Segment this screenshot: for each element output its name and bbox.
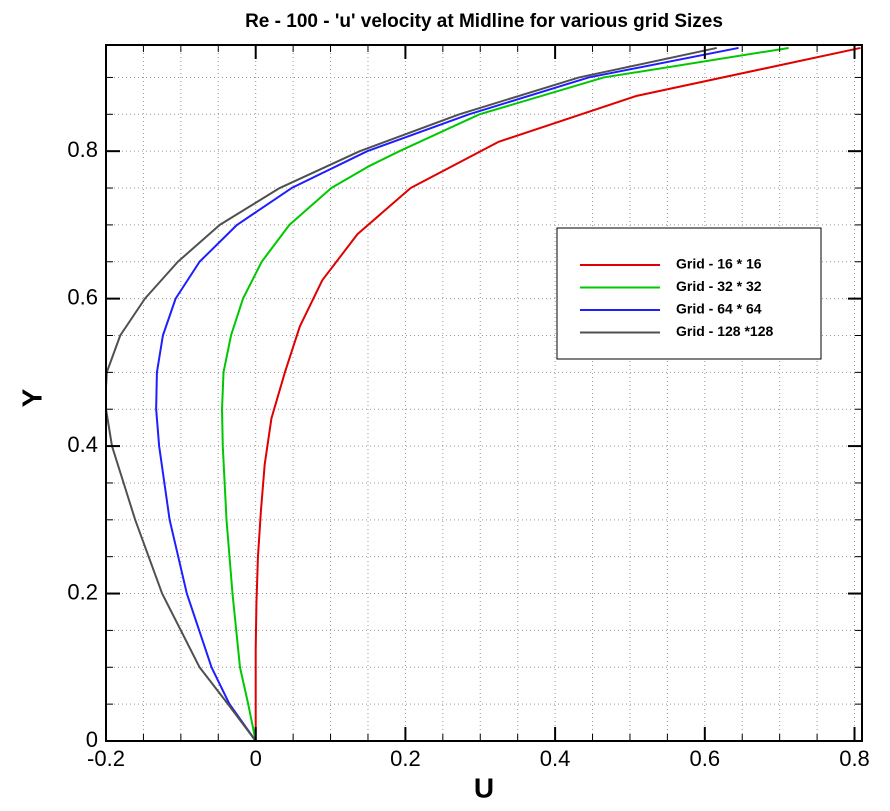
legend-label: Grid - 32 * 32 bbox=[676, 278, 762, 294]
grid bbox=[105, 45, 862, 742]
chart-title: Re - 100 - 'u' velocity at Midline for v… bbox=[245, 11, 723, 32]
x-tick-label: 0.2 bbox=[390, 746, 421, 771]
y-tick-label: 0 bbox=[86, 727, 98, 752]
x-tick-label: 0.4 bbox=[540, 746, 571, 771]
x-tick-label: 0.6 bbox=[690, 746, 721, 771]
series-line bbox=[254, 46, 861, 741]
plot-frame bbox=[105, 44, 863, 742]
y-tick-label: 0.2 bbox=[67, 579, 98, 604]
y-tick-label: 0.6 bbox=[67, 284, 98, 309]
legend-box bbox=[556, 227, 822, 360]
legend-label: Grid - 64 * 64 bbox=[676, 301, 762, 317]
legend: Grid - 16 * 16 Grid - 32 * 32 Grid - 64 * … bbox=[556, 227, 822, 360]
legend-label: Grid - 128 *128 bbox=[676, 323, 773, 339]
x-tick-label: -0.2 bbox=[87, 746, 125, 771]
y-axis-label: Y bbox=[16, 388, 47, 407]
series-line bbox=[155, 46, 739, 741]
x-tick-label: 0.8 bbox=[839, 746, 870, 771]
curves bbox=[106, 46, 861, 741]
series-line bbox=[221, 46, 789, 741]
x-axis-label: U bbox=[474, 772, 494, 803]
series-line bbox=[106, 46, 717, 741]
y-tick-label: 0.8 bbox=[67, 137, 98, 162]
legend-label: Grid - 16 * 16 bbox=[676, 256, 762, 272]
y-tick-label: 0.4 bbox=[67, 432, 98, 457]
x-tick-label: 0 bbox=[250, 746, 262, 771]
